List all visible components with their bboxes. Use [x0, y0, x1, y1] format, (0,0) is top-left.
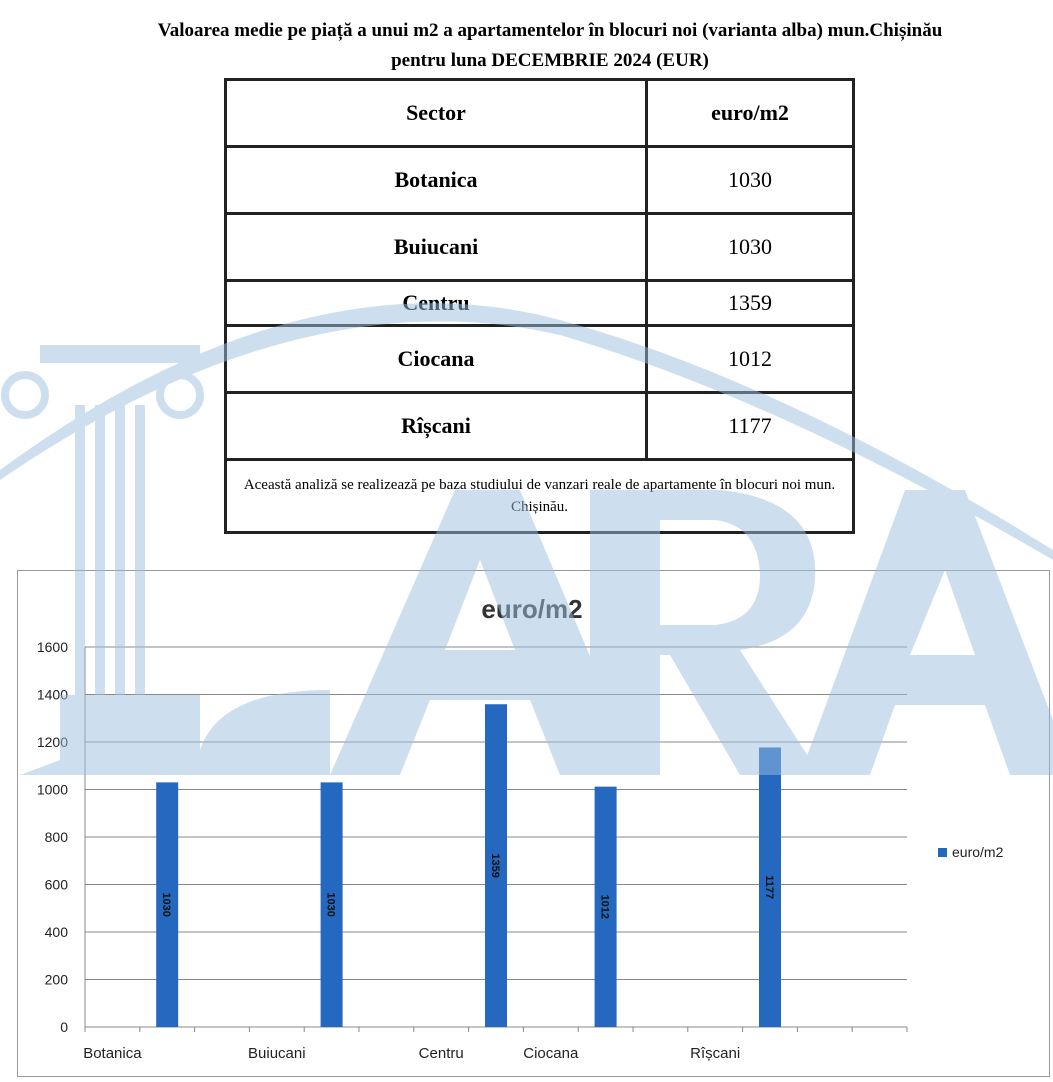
price-table: Sector euro/m2 Botanica 1030 Buiucani 1030… — [224, 78, 855, 534]
sector-cell: Botanica — [224, 145, 648, 215]
data-label: 1359 — [489, 853, 501, 877]
y-tick-label: 1600 — [37, 639, 68, 655]
table-row: Rîșcani 1177 — [224, 391, 855, 461]
value-cell: 1012 — [645, 324, 855, 394]
value-cell: 1177 — [645, 391, 855, 461]
y-tick-label: 800 — [45, 829, 69, 845]
table-note-row: Această analiză se realizează pe baza st… — [224, 458, 855, 534]
table-row: Buiucani 1030 — [224, 212, 855, 282]
x-tick-label: Rîșcani — [690, 1045, 740, 1062]
table-header-row: Sector euro/m2 — [224, 78, 855, 148]
table-row: Botanica 1030 — [224, 145, 855, 215]
sector-cell: Ciocana — [224, 324, 648, 394]
bar — [320, 782, 343, 1027]
bar — [485, 704, 507, 1027]
title-line-2: pentru luna DECEMBRIE 2024 (EUR) — [391, 50, 709, 71]
sector-cell: Rîșcani — [224, 391, 648, 461]
y-tick-label: 1200 — [37, 734, 68, 750]
y-tick-label: 400 — [45, 924, 69, 940]
value-cell: 1359 — [645, 279, 855, 327]
table-row: Ciocana 1012 — [224, 324, 855, 394]
x-tick-label: Ciocana — [523, 1045, 579, 1062]
sector-cell: Centru — [224, 279, 648, 327]
title-line-1: Valoarea medie pe piață a unui m2 a apar… — [157, 20, 943, 41]
y-tick-label: 1000 — [37, 782, 68, 798]
legend-swatch — [938, 848, 947, 857]
data-label: 1012 — [599, 895, 611, 919]
document-title: Valoarea medie pe piață a unui m2 a apar… — [0, 16, 1053, 76]
table-note: Această analiză se realizează pe baza st… — [224, 458, 855, 534]
header-sector: Sector — [224, 78, 648, 148]
bar — [156, 782, 179, 1027]
sector-cell: Buiucani — [224, 212, 648, 282]
x-tick-label: Centru — [419, 1045, 464, 1062]
data-label: 1030 — [160, 892, 172, 916]
x-tick-label: Buiucani — [248, 1045, 306, 1062]
data-label: 1177 — [763, 875, 775, 899]
bar — [759, 747, 781, 1027]
y-tick-label: 600 — [45, 877, 69, 893]
value-cell: 1030 — [645, 145, 855, 215]
legend-label: euro/m2 — [952, 844, 1004, 860]
x-tick-label: Botanica — [83, 1045, 142, 1062]
header-value: euro/m2 — [645, 78, 855, 148]
table-row: Centru 1359 — [224, 279, 855, 327]
data-label: 1030 — [325, 892, 337, 916]
y-tick-label: 0 — [60, 1019, 68, 1035]
y-tick-label: 200 — [45, 972, 69, 988]
bar — [594, 786, 617, 1027]
value-cell: 1030 — [645, 212, 855, 282]
y-tick-label: 1400 — [37, 687, 68, 703]
chart-title: euro/m2 — [481, 594, 582, 624]
